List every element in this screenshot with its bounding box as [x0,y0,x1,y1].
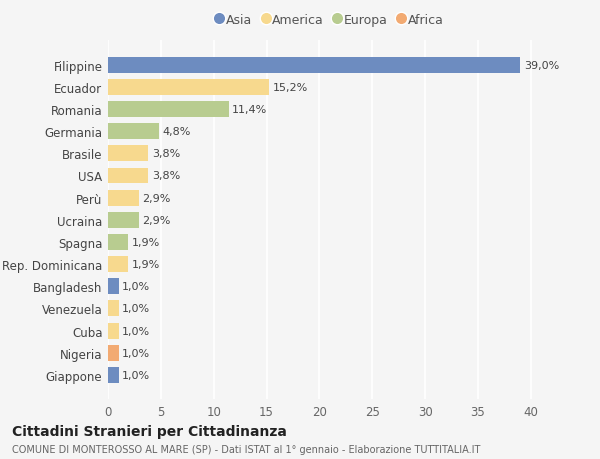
Legend: Asia, America, Europa, Africa: Asia, America, Europa, Africa [214,12,446,30]
Bar [108,57,520,73]
Bar [108,124,159,140]
Bar [108,102,229,118]
Text: COMUNE DI MONTEROSSO AL MARE (SP) - Dati ISTAT al 1° gennaio - Elaborazione TUTT: COMUNE DI MONTEROSSO AL MARE (SP) - Dati… [12,444,481,454]
Text: 11,4%: 11,4% [232,105,268,115]
Text: Cittadini Stranieri per Cittadinanza: Cittadini Stranieri per Cittadinanza [12,425,287,438]
Bar [108,80,269,95]
Text: 1,9%: 1,9% [132,237,160,247]
Bar [108,257,128,273]
Bar [108,235,128,251]
Bar [108,146,148,162]
Text: 1,0%: 1,0% [122,304,151,314]
Text: 3,8%: 3,8% [152,171,180,181]
Text: 4,8%: 4,8% [163,127,191,137]
Text: 2,9%: 2,9% [142,215,171,225]
Text: 1,0%: 1,0% [122,326,151,336]
Text: 1,0%: 1,0% [122,282,151,291]
Bar [108,279,119,295]
Text: 15,2%: 15,2% [272,83,308,93]
Text: 1,9%: 1,9% [132,259,160,269]
Bar [108,345,119,361]
Bar [108,190,139,206]
Bar [108,213,139,228]
Bar [108,367,119,383]
Text: 1,0%: 1,0% [122,370,151,380]
Bar [108,301,119,317]
Text: 39,0%: 39,0% [524,61,559,71]
Text: 2,9%: 2,9% [142,193,171,203]
Text: 3,8%: 3,8% [152,149,180,159]
Bar [108,168,148,184]
Text: 1,0%: 1,0% [122,348,151,358]
Bar [108,323,119,339]
